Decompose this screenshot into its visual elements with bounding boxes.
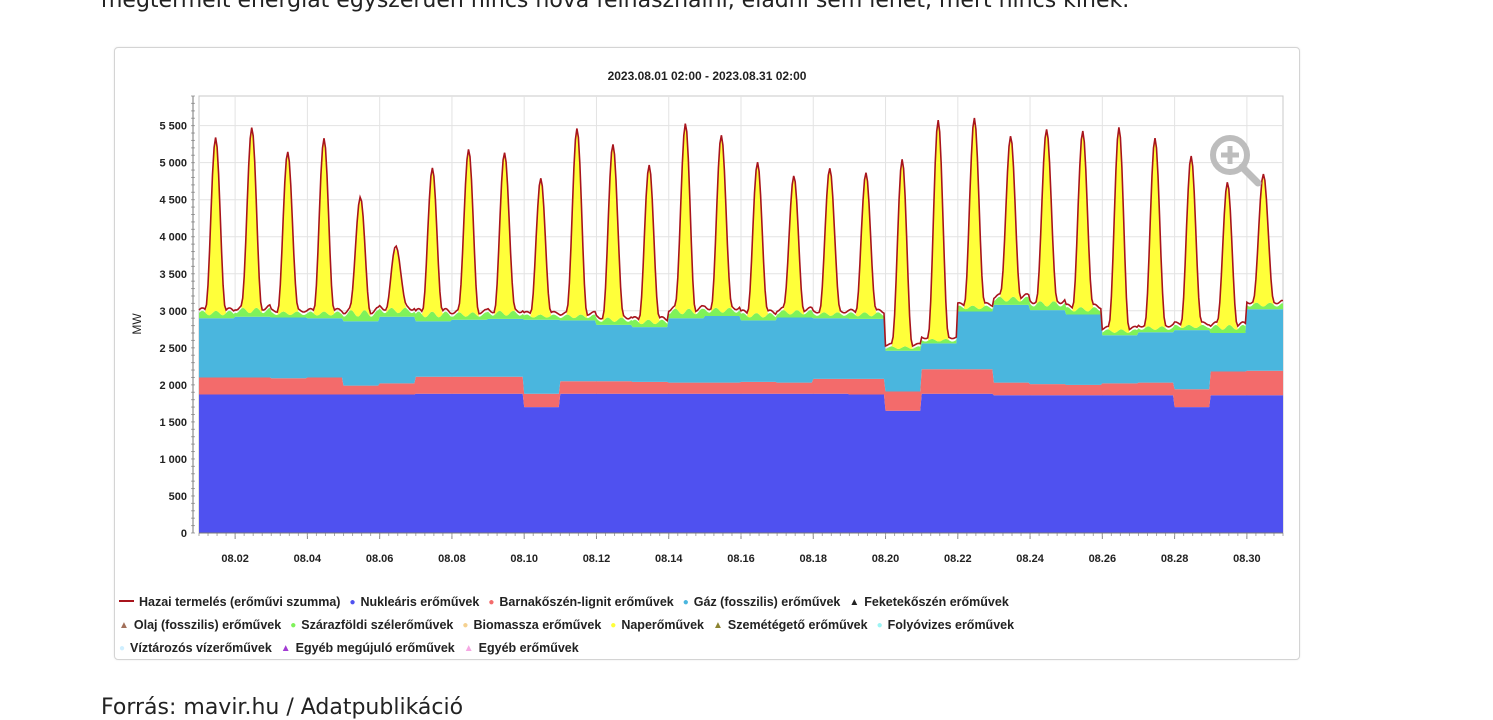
- legend-label: Biomassza erőművek: [473, 618, 602, 632]
- legend-label: Hazai termelés (erőművi szumma): [139, 595, 341, 609]
- y-tick-label: 2 500: [159, 343, 187, 355]
- area-3: [199, 304, 1283, 394]
- intro-paragraph: megtermelt energiát egyszerűen nincs hov…: [101, 0, 1130, 13]
- legend-item[interactable]: ▲ Egyéb megújuló erőművek: [280, 637, 455, 659]
- legend-swatch: ●: [488, 597, 495, 608]
- legend-swatch: ▲: [280, 643, 291, 654]
- y-tick-label: 1 500: [159, 417, 187, 429]
- legend-row: ▲ Olaj (fosszilis) erőművek ● Szárazföldi s…: [119, 614, 1295, 637]
- legend-swatch: ●: [682, 597, 689, 608]
- x-tick-label: 08.30: [1233, 553, 1261, 565]
- x-tick-label: 08.04: [294, 553, 322, 565]
- legend-swatch: ●: [610, 620, 617, 631]
- legend-label: Naperőművek: [621, 618, 705, 632]
- legend-label: Szemétégető erőművek: [727, 618, 868, 632]
- legend-swatch: ●: [119, 643, 126, 654]
- x-tick-label: 08.14: [655, 553, 683, 565]
- area-8: [199, 121, 1283, 349]
- legend-item[interactable]: ● Folyóvizes erőművek: [877, 614, 1015, 637]
- legend-label: Barnakőszén-lignit erőművek: [499, 595, 674, 609]
- legend-swatch: ●: [876, 620, 883, 631]
- legend-item[interactable]: ● Naperőművek: [610, 614, 704, 637]
- legend-label: Víztározós vízerőművek: [130, 641, 272, 655]
- legend-item[interactable]: ▲ Egyéb erőművek: [463, 637, 579, 659]
- legend-label: Feketekőszén erőművek: [864, 595, 1009, 609]
- y-tick-label: 3 500: [159, 269, 187, 281]
- x-tick-label: 08.20: [872, 553, 900, 565]
- x-tick-label: 08.28: [1161, 553, 1189, 565]
- legend-item[interactable]: Hazai termelés (erőművi szumma): [119, 591, 340, 614]
- axes: 0 500 1 000 1 500 2 000 2 500 3 000 3 500 4 000 4…: [159, 95, 1284, 565]
- legend-label: Egyéb erőművek: [478, 641, 579, 655]
- source-paragraph: Forrás: mavir.hu / Adatpublikáció: [101, 695, 464, 720]
- area-2: [199, 369, 1283, 411]
- x-tick-label: 08.02: [221, 553, 249, 565]
- legend-item[interactable]: ● Nukleáris erőművek: [349, 591, 479, 614]
- legend-swatch: ▲: [119, 620, 129, 631]
- legend-item[interactable]: ● Víztározós vízerőművek: [119, 637, 272, 659]
- legend-label: Folyóvizes erőművek: [887, 618, 1015, 632]
- legend-item[interactable]: ● Barnakőszén-lignit erőművek: [488, 591, 673, 614]
- chart-card: 2023.08.01 02:00 - 2023.08.31 02:00 0 500…: [114, 47, 1300, 660]
- y-tick-label: 4 000: [159, 232, 187, 244]
- y-tick-label: 0: [181, 528, 187, 540]
- legend-item[interactable]: ▲ Olaj (fosszilis) erőművek: [119, 614, 281, 637]
- legend-swatch: ●: [349, 597, 356, 608]
- x-tick-label: 08.10: [510, 553, 538, 565]
- stacked-areas: [199, 121, 1283, 533]
- x-tick-label: 08.26: [1089, 553, 1117, 565]
- legend-row: Hazai termelés (erőművi szumma) ● Nukleári…: [119, 591, 1295, 614]
- legend-item[interactable]: ▲ Szemétégető erőművek: [713, 614, 868, 637]
- y-tick-label: 5 500: [159, 121, 187, 133]
- y-tick-label: 4 500: [159, 195, 187, 207]
- chart-title: 2023.08.01 02:00 - 2023.08.31 02:00: [608, 69, 807, 83]
- total-generation-line: [198, 117, 1283, 348]
- chart-legend: Hazai termelés (erőművi szumma) ● Nukleári…: [119, 591, 1295, 659]
- legend-label: Szárazföldi szélerőművek: [301, 618, 454, 632]
- legend-swatch: ●: [290, 620, 297, 631]
- legend-item[interactable]: ▲ Feketekőszén erőművek: [849, 591, 1008, 614]
- x-tick-label: 08.08: [438, 553, 466, 565]
- y-tick-label: 500: [169, 491, 187, 503]
- legend-label: Gáz (fosszilis) erőművek: [693, 595, 841, 609]
- legend-item[interactable]: ● Gáz (fosszilis) erőművek: [683, 591, 841, 614]
- x-tick-label: 08.24: [1016, 553, 1044, 565]
- y-tick-label: 2 000: [159, 380, 187, 392]
- y-tick-label: 1 000: [159, 454, 187, 466]
- total-line: [198, 117, 1283, 348]
- legend-swatch: ▲: [463, 643, 474, 654]
- legend-swatch: ●: [462, 620, 469, 631]
- legend-label: Nukleáris erőművek: [360, 595, 480, 609]
- legend-row: ● Víztározós vízerőművek ▲ Egyéb megújuló e…: [119, 637, 1295, 659]
- area-1: [199, 393, 1283, 533]
- chart-svg: 2023.08.01 02:00 - 2023.08.31 02:00 0 500…: [130, 69, 1284, 565]
- legend-label: Egyéb megújuló erőművek: [295, 641, 455, 655]
- legend-item[interactable]: ● Szárazföldi szélerőművek: [290, 614, 453, 637]
- x-tick-label: 08.16: [727, 553, 755, 565]
- x-tick-label: 08.22: [944, 553, 972, 565]
- y-axis-label: MW: [130, 313, 144, 335]
- legend-label: Olaj (fosszilis) erőművek: [133, 618, 282, 632]
- y-tick-label: 5 000: [159, 158, 187, 170]
- x-tick-label: 08.18: [800, 553, 828, 565]
- x-tick-label: 08.06: [366, 553, 394, 565]
- legend-swatch: [119, 600, 134, 602]
- x-tick-label: 08.12: [583, 553, 611, 565]
- legend-swatch: ▲: [713, 620, 723, 631]
- legend-item[interactable]: ● Biomassza erőművek: [462, 614, 601, 637]
- legend-swatch: ▲: [849, 597, 860, 608]
- zoom-in-icon[interactable]: [1208, 133, 1266, 191]
- y-tick-label: 3 000: [159, 306, 187, 318]
